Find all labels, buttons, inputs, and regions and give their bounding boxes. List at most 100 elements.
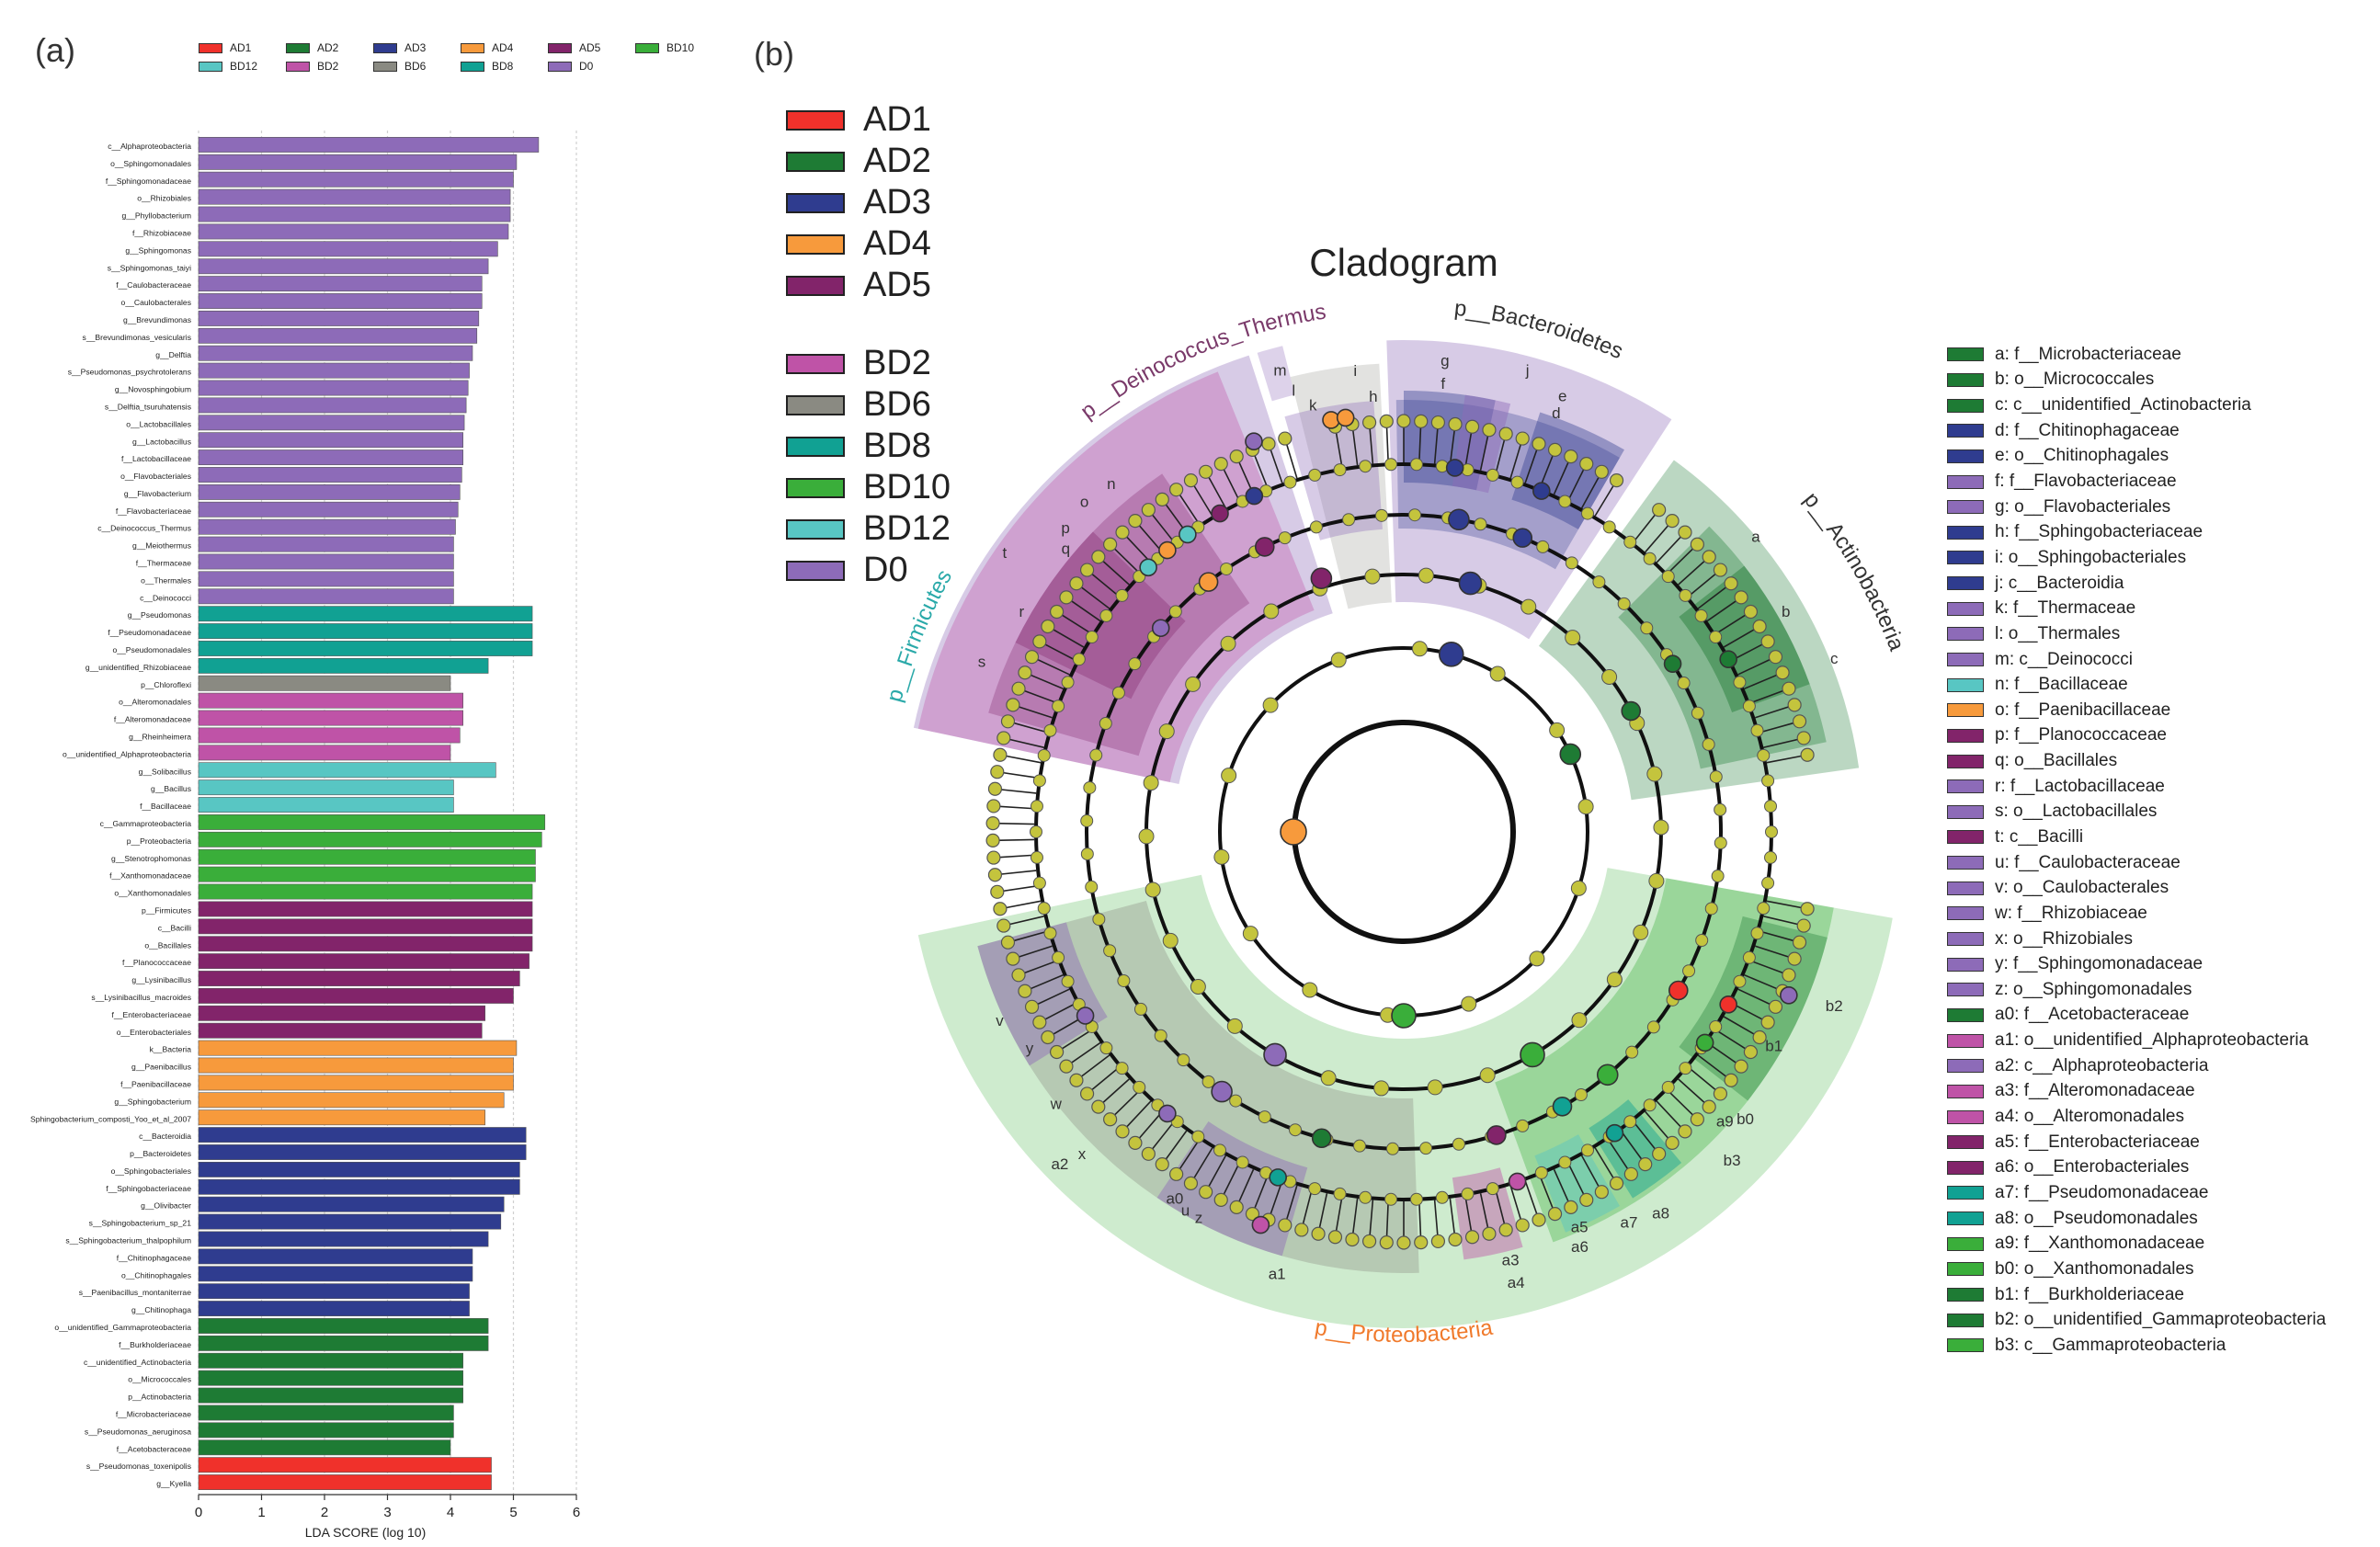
cladogram-legend-label: BD6 (863, 385, 931, 424)
lda-bar (198, 241, 498, 257)
lda-bar-label: o__Thermales (141, 575, 191, 585)
clade-node (1320, 1070, 1337, 1086)
clade-node (1177, 1053, 1190, 1067)
clade-node (1733, 676, 1747, 689)
clade-node (1486, 1182, 1499, 1196)
leaf-node (1665, 514, 1680, 529)
lda-bar (198, 362, 470, 379)
lda-bar-label: o__Sphingomonadales (110, 159, 191, 168)
sector-letter: t (1002, 544, 1007, 562)
taxa-legend-item: b3: c__Gammaproteobacteria (1947, 1333, 2326, 1359)
taxa-legend-swatch (1947, 728, 1984, 743)
lda-bar-label: g__Meiothermus (132, 541, 191, 551)
lda-bar-label: g__Flavobacterium (124, 489, 191, 498)
clade-node (1648, 872, 1665, 889)
clade-sector (1538, 460, 1860, 801)
clade-node (1099, 1041, 1113, 1055)
lda-legend-item: AD1 (199, 40, 286, 55)
leaf-node (1011, 681, 1026, 696)
cladogram-legend-item: AD1 (786, 99, 951, 141)
leaf-node (1752, 1029, 1767, 1045)
lda-bar (198, 1196, 505, 1212)
sector-letter: i (1353, 362, 1357, 380)
lda-bar (198, 380, 469, 396)
leaf-node (1782, 681, 1796, 696)
cladogram-spoke (1135, 521, 1163, 553)
leaf-node (1515, 431, 1530, 446)
cladogram-legend-swatch (786, 477, 845, 498)
cladogram-spoke (1268, 1180, 1283, 1219)
taxa-legend-swatch (1947, 551, 1984, 565)
sector-letter: m (1273, 362, 1286, 380)
clade-node (1565, 630, 1581, 646)
lda-bar-label: g__Pseudomonas (128, 610, 191, 620)
lda-bar-label: o__Micrococcales (128, 1375, 191, 1384)
taxa-legend-swatch (1947, 1033, 1984, 1048)
sector-letter: b0 (1737, 1110, 1754, 1128)
leaf-node (1155, 1157, 1169, 1172)
leaf-node (1018, 984, 1032, 998)
taxa-legend-item: v: o__Caulobacterales (1947, 875, 2326, 901)
leaf-node (1414, 1235, 1429, 1250)
clade-node (1461, 1187, 1475, 1200)
taxa-legend-item: o: f__Paenibacillaceae (1947, 698, 2326, 723)
lda-bar-label: c__Deinococci (140, 593, 191, 602)
leaf-node (1069, 1073, 1084, 1087)
leaf-node (1361, 415, 1377, 430)
lda-bar (198, 501, 459, 518)
clade-node (1646, 766, 1663, 782)
lda-bar-label: o__Caulobacterales (121, 298, 191, 307)
cladogram-sector-letters: a b c de fg hi j klm n opq r s t u v w x y z a0 a1 a2 a3 a4 a5 a6… (978, 352, 1843, 1291)
taxa-legend-label: l: o__Thermales (1995, 623, 2121, 643)
lda-legend-swatch (548, 61, 572, 72)
taxa-legend-item: a9: f__Xanthomonadaceae (1947, 1231, 2326, 1257)
clade-node (1581, 1143, 1594, 1157)
leaf-node (1115, 1124, 1130, 1139)
lda-bar-label: f__Burkholderiaceae (119, 1340, 191, 1349)
cladogram-legend-swatch (786, 275, 845, 296)
clade-node (1565, 556, 1578, 570)
cladogram-spoke (1005, 916, 1044, 927)
leaf-node (1278, 431, 1292, 446)
lda-bar (198, 223, 509, 240)
lda-legend-swatch (199, 42, 222, 53)
leaf-node (1638, 1157, 1653, 1172)
cladogram-spoke (1524, 1180, 1540, 1219)
lda-legend-item: BD8 (461, 59, 548, 74)
sector-letter: a9 (1716, 1112, 1734, 1130)
clade-node (1574, 1088, 1588, 1102)
lda-bar-label: f__Acetobacteraceae (117, 1444, 191, 1453)
cladogram-spoke (1014, 945, 1053, 960)
highlighted-node (1445, 459, 1464, 477)
cladogram-spoke (1509, 1185, 1523, 1224)
highlighted-node (1280, 818, 1307, 846)
taxa-legend-swatch (1947, 1288, 1984, 1302)
leaf-node (1724, 576, 1738, 591)
clade-node (1133, 1002, 1147, 1016)
cladogram-legend-swatch (786, 109, 845, 131)
cladogram-spoke (1019, 960, 1058, 975)
clade-node (1764, 850, 1778, 864)
lda-bar (198, 918, 533, 935)
leaf-node (1091, 1099, 1106, 1114)
taxa-legend-label: u: f__Caulobacteraceae (1995, 852, 2181, 872)
lda-bar (198, 1422, 454, 1439)
taxa-legend-item: a1: o__unidentified_Alphaproteobacteria (1947, 1028, 2326, 1053)
taxa-legend-item: a4: o__Alteromonadales (1947, 1104, 2326, 1130)
cladogram-spoke (1755, 945, 1794, 960)
lda-bar (198, 1092, 505, 1109)
leaf-node (1041, 619, 1055, 634)
cladogram-spoke (1539, 1175, 1555, 1213)
sector-letter: b2 (1826, 997, 1843, 1015)
taxa-legend-item: h: f__Sphingobacteriaceae (1947, 519, 2326, 545)
leaf-node (1713, 1086, 1728, 1101)
cladogram-spoke (1749, 688, 1788, 704)
lda-bar-label: g__unidentified_Rhizobiaceae (85, 663, 191, 672)
leaf-node (1079, 1086, 1095, 1101)
lda-bar-label: f__Chitinophagaceae (117, 1253, 191, 1262)
clade-node (1617, 597, 1631, 610)
cladogram-taxa-legend: a: f__Microbacteriaceae b: o__Micrococcal… (1947, 342, 2326, 1359)
sector-letter: w (1050, 1096, 1063, 1113)
clade-sector (977, 901, 1419, 1274)
highlighted-node (1211, 504, 1229, 523)
